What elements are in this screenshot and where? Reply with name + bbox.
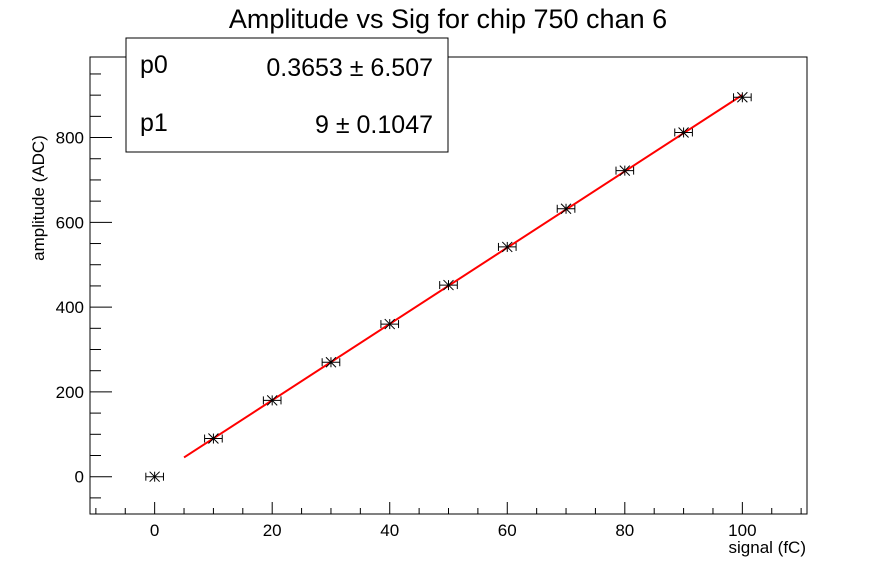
data-point [733,91,752,103]
stat-p1-value: 9 ± 0.1047 [315,111,433,139]
fit-line [183,94,743,459]
data-points [145,91,752,483]
x-axis-label: signal (fC) [729,538,806,557]
stats-box: p0 0.3653 ± 6.507 p1 9 ± 0.1047 [125,37,449,153]
y-tick-label: 200 [56,383,84,402]
x-tick-label: 0 [150,521,159,540]
x-tick-label: 20 [263,521,282,540]
x-tick-label: 60 [498,521,517,540]
y-tick-label: 400 [56,298,84,317]
data-point [262,395,282,406]
stat-p0-value: 0.3653 ± 6.507 [266,54,433,82]
data-point [439,279,458,291]
data-point [615,165,635,176]
chart-title: Amplitude vs Sig for chip 750 chan 6 [229,4,667,34]
data-point [204,433,223,444]
x-tick-label: 80 [615,521,634,540]
y-tick-label: 600 [56,213,84,232]
x-tick-label: 100 [728,521,756,540]
stat-p1-name: p1 [140,109,168,137]
y-axis: 0 200 400 600 800 [56,73,112,499]
x-axis: 0 20 40 60 80 100 [95,502,802,540]
stat-p0-name: p0 [140,51,168,79]
y-tick-label: 800 [56,129,84,148]
data-point [556,203,576,215]
stats-box-frame [125,37,449,153]
x-tick-label: 40 [380,521,399,540]
data-point [321,356,341,368]
y-tick-label: 0 [75,468,84,487]
y-axis-label: amplitude (ADC) [29,135,48,261]
data-point [497,241,517,253]
data-point [380,318,400,330]
data-point [674,127,693,138]
data-point [145,471,164,483]
fit-layer [183,94,743,459]
